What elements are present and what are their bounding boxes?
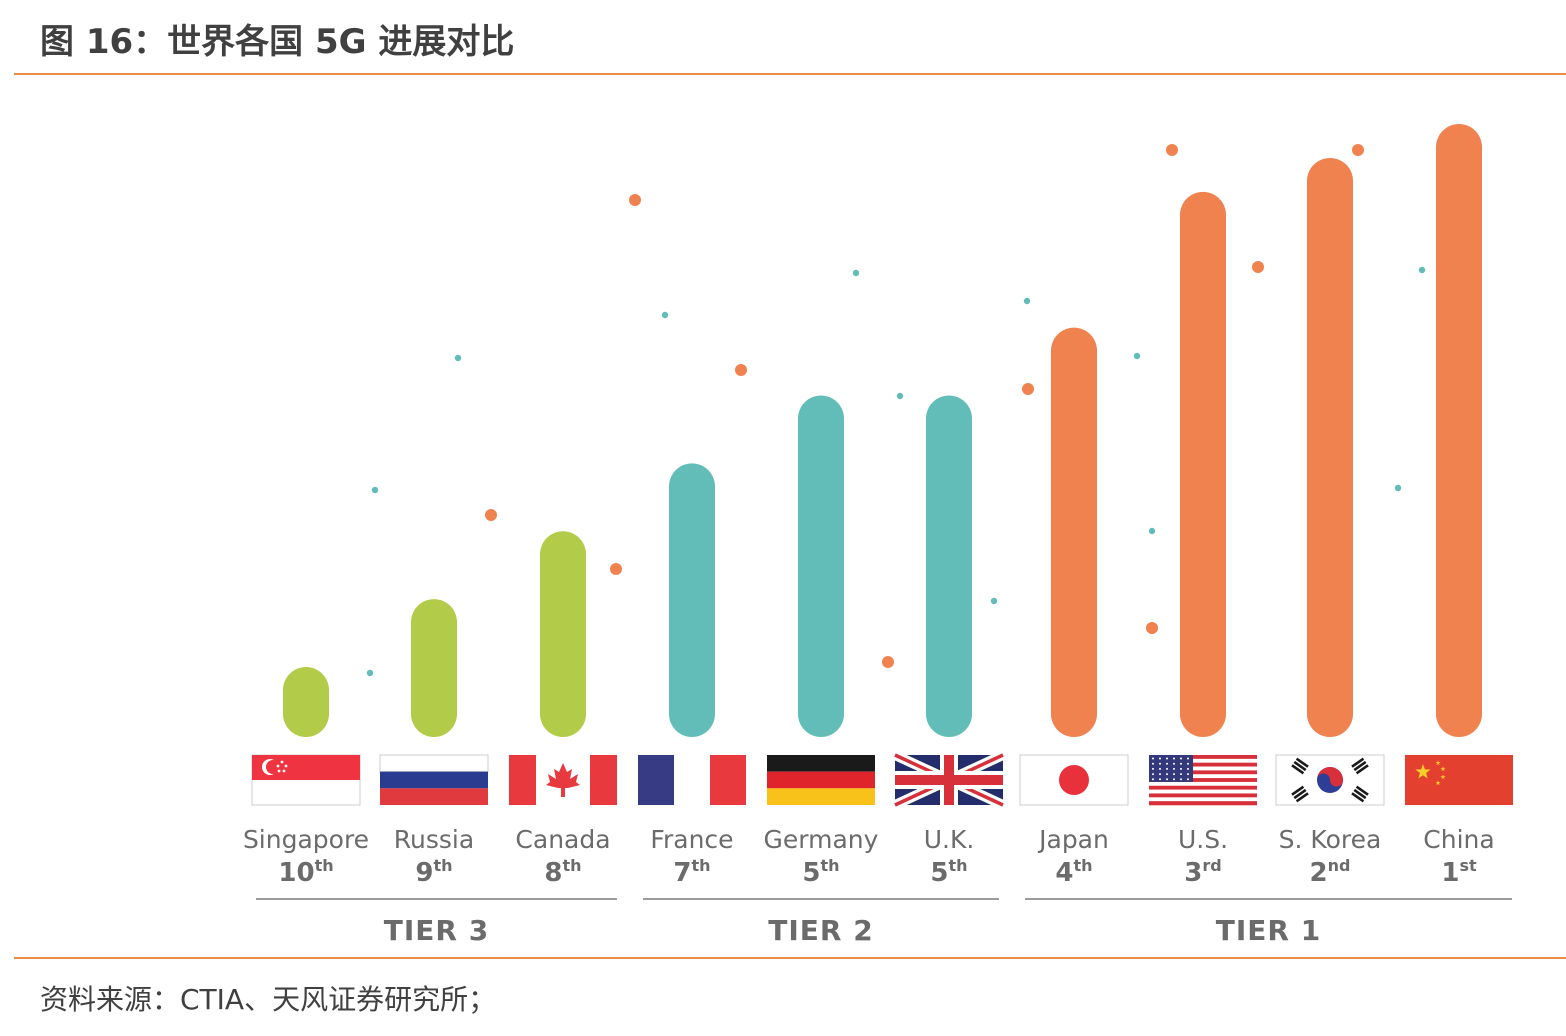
decor-dot — [852, 269, 860, 277]
decor-dot — [371, 486, 379, 494]
decor-dot — [454, 354, 462, 362]
decor-dot — [1252, 261, 1264, 273]
rank-label-germany: 5th — [802, 856, 839, 888]
tier-label-tier-2: TIER 2 — [768, 914, 873, 947]
bar-u-s — [1180, 191, 1226, 737]
decor-dot — [610, 563, 622, 575]
decor-dots — [366, 144, 1426, 677]
tier-label-tier-1: TIER 1 — [1216, 914, 1321, 947]
flag-france — [638, 755, 746, 805]
country-label-germany: Germany — [764, 825, 879, 854]
decor-dot — [1394, 484, 1402, 492]
decor-dot — [1418, 266, 1426, 274]
flag-russia — [379, 754, 489, 805]
flags-layer — [251, 750, 1513, 810]
decor-dot — [1133, 352, 1141, 360]
bar-russia — [411, 599, 457, 737]
decor-dot — [1022, 383, 1034, 395]
country-label-japan: Japan — [1037, 825, 1109, 854]
bottom-rule — [14, 957, 1566, 959]
flag-china — [1405, 755, 1513, 805]
decor-dot — [1023, 297, 1031, 305]
country-label-russia: Russia — [394, 825, 474, 854]
country-label-u-s: U.S. — [1178, 825, 1228, 854]
flag-germany — [767, 755, 875, 805]
bar-germany — [798, 395, 844, 737]
decor-dot — [990, 597, 998, 605]
decor-dot — [896, 392, 904, 400]
flag-s-korea — [1275, 754, 1385, 806]
decor-dot — [1146, 622, 1158, 634]
tiers-layer: TIER 3 TIER 2 TIER 1 — [256, 898, 1512, 947]
rank-label-canada: 8th — [544, 856, 581, 888]
bar-france — [669, 463, 715, 737]
flag-japan — [1019, 754, 1129, 806]
decor-dot — [1148, 527, 1156, 535]
rank-label-u-s: 3rd — [1184, 856, 1221, 888]
decor-dot — [1352, 144, 1364, 156]
country-label-china: China — [1423, 825, 1494, 854]
tier-label-tier-3: TIER 3 — [384, 914, 489, 947]
country-label-u-k: U.K. — [924, 825, 975, 854]
flag-u-s — [1149, 755, 1257, 806]
rank-label-russia: 9th — [415, 856, 452, 888]
decor-dot — [485, 509, 497, 521]
bar-s-korea — [1307, 157, 1353, 737]
rank-label-china: 1st — [1441, 856, 1477, 888]
rank-label-japan: 4th — [1055, 856, 1092, 888]
decor-dot — [629, 194, 641, 206]
country-label-france: France — [650, 825, 733, 854]
source-note: 资料来源：CTIA、天风证券研究所； — [40, 983, 497, 1016]
decor-dot — [366, 669, 374, 677]
top-rule — [14, 73, 1566, 75]
rank-label-france: 7th — [673, 856, 710, 888]
flag-canada — [509, 755, 617, 805]
decor-dot — [1166, 144, 1178, 156]
country-label-canada: Canada — [515, 825, 610, 854]
bar-singapore — [283, 667, 329, 737]
flag-u-k — [892, 750, 1006, 810]
rank-label-s-korea: 2nd — [1310, 856, 1351, 888]
bar-u-k — [926, 395, 972, 737]
figure-title: 图 16：世界各国 5G 进展对比 — [40, 22, 515, 62]
decor-dot — [661, 311, 669, 319]
bar-china — [1436, 124, 1482, 737]
flag-singapore — [251, 754, 361, 806]
bars-layer — [283, 124, 1482, 737]
rank-label-singapore: 10th — [278, 856, 333, 888]
bar-canada — [540, 531, 586, 737]
country-label-singapore: Singapore — [243, 825, 369, 854]
bar-japan — [1051, 327, 1097, 737]
country-label-s-korea: S. Korea — [1279, 825, 1382, 854]
rank-label-u-k: 5th — [930, 856, 967, 888]
decor-dot — [882, 656, 894, 668]
decor-dot — [735, 364, 747, 376]
